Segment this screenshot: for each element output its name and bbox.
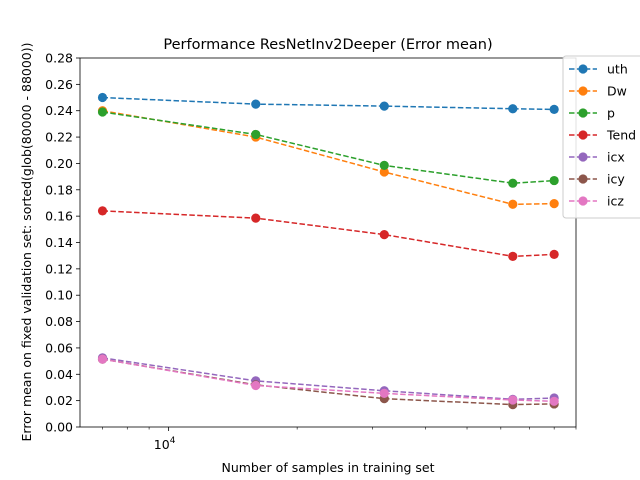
- data-point-icz: [379, 388, 389, 398]
- x-tick-label: 104: [154, 436, 176, 452]
- plot-area: 0.00 0.02 0.04 0.06 0.08 0.10 0.12 0.14 0.16 0.18…: [45, 51, 577, 452]
- y-tick-label: 0.18: [45, 182, 73, 197]
- y-tick-label: 0.22: [45, 130, 73, 145]
- data-point-p: [549, 175, 559, 186]
- legend-marker: [578, 174, 588, 184]
- data-point-uth: [508, 104, 518, 114]
- data-point-p: [508, 178, 518, 188]
- chart-title: Performance ResNetInv2Deeper (Error mean…: [163, 37, 492, 53]
- legend-label: icz: [607, 194, 624, 209]
- y-tick-label: 0.02: [45, 393, 73, 408]
- legend-entry-p: p: [569, 106, 615, 121]
- legend-label: p: [607, 106, 615, 121]
- legend-entry-icy: icy: [569, 172, 625, 187]
- legend-entry-dw: Dw: [569, 84, 627, 99]
- axes-frame: [79, 57, 577, 428]
- series-line-icx: [102, 357, 555, 401]
- data-point-icz: [549, 396, 559, 406]
- data-point-p: [97, 107, 108, 117]
- legend-entry-uth: uth: [569, 62, 628, 77]
- legend-marker: [578, 196, 588, 206]
- series-line-icz: [102, 358, 555, 403]
- data-point-uth: [251, 99, 261, 109]
- y-tick-label: 0.10: [45, 288, 73, 303]
- data-point-uth: [379, 101, 389, 111]
- data-point-p: [379, 160, 389, 171]
- legend-marker: [578, 152, 588, 162]
- legend-label: icx: [607, 150, 625, 165]
- legend-label: uth: [607, 62, 628, 77]
- legend-entry-icx: icx: [569, 150, 625, 165]
- legend-label: icy: [607, 172, 625, 187]
- legend: uth Dw p Tend icx icy icz: [562, 55, 640, 219]
- y-tick-label: 0.24: [45, 103, 73, 118]
- data-point-icz: [251, 380, 261, 391]
- data-point-tend: [508, 251, 518, 261]
- x-axis-label: Number of samples in training set: [221, 460, 434, 475]
- data-point-p: [251, 129, 261, 140]
- data-point-uth: [549, 104, 559, 114]
- data-point-dw: [508, 199, 518, 209]
- y-tick-label: 0.14: [45, 235, 73, 250]
- data-point-dw: [549, 199, 559, 209]
- legend-marker: [578, 64, 588, 74]
- y-tick-label: 0.04: [45, 367, 73, 382]
- y-tick-label: 0.20: [45, 156, 73, 171]
- data-point-tend: [97, 206, 108, 216]
- legend-marker: [578, 130, 588, 140]
- y-tick-label: 0.16: [45, 209, 73, 224]
- legend-label: Dw: [607, 84, 627, 99]
- legend-marker: [578, 86, 588, 96]
- data-point-icz: [508, 395, 518, 405]
- y-tick-label: 0.12: [45, 261, 73, 276]
- legend-marker: [578, 108, 588, 118]
- series-line-tend: [102, 210, 555, 258]
- legend-entry-icz: icz: [569, 194, 624, 209]
- legend-entry-tend: Tend: [569, 128, 636, 143]
- y-tick-label: 0.08: [45, 314, 73, 329]
- data-point-tend: [251, 213, 261, 223]
- data-point-uth: [97, 92, 108, 103]
- legend-label: Tend: [606, 128, 636, 143]
- y-tick-label: 0.00: [45, 420, 73, 435]
- data-point-tend: [379, 229, 389, 240]
- data-point-icz: [97, 354, 108, 364]
- y-tick-label: 0.28: [45, 51, 73, 66]
- y-tick-label: 0.26: [45, 77, 73, 92]
- data-point-tend: [549, 249, 559, 259]
- y-tick-label: 0.06: [45, 340, 73, 355]
- y-axis-label: Error mean on fixed validation set: sort…: [19, 42, 34, 441]
- data-point-dw: [379, 167, 389, 177]
